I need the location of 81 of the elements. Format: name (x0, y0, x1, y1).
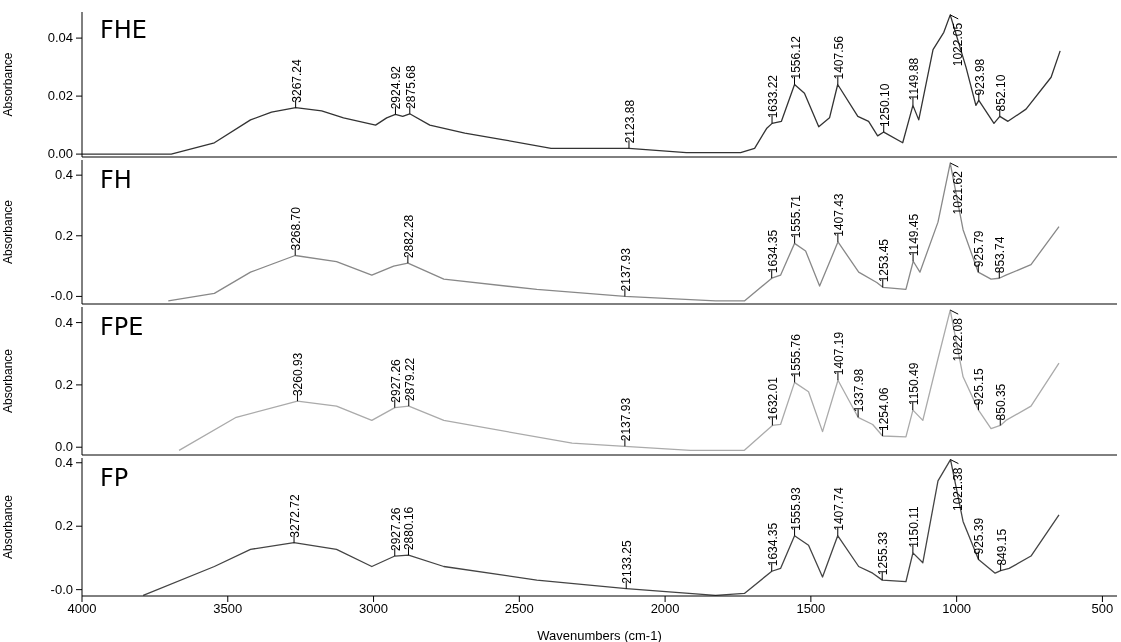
x-tick-label: 2000 (650, 601, 680, 617)
annotation: 1150.11 (906, 505, 921, 548)
annotation: 849.15 (994, 528, 1009, 566)
line-series (178, 309, 1060, 451)
annotation: 1407.56 (831, 35, 846, 80)
x-tick-label: 3500 (213, 601, 243, 617)
annotation: 1555.71 (788, 194, 803, 239)
x-tick-label: 500 (1091, 601, 1114, 617)
y-tick-label: 0.2 (54, 227, 73, 243)
annotation: 2927.26 (388, 507, 403, 552)
y-tick-label: 0.2 (54, 376, 73, 392)
annotation: 1632.01 (766, 376, 781, 421)
y-tick-label: 0.2 (54, 518, 73, 534)
annotation: 1634.35 (765, 229, 780, 274)
annotation: 1337.98 (852, 368, 867, 413)
y-tick-label: -0.0 (50, 288, 73, 304)
annotation: 1255.33 (876, 531, 891, 576)
y-tick-label: -0.0 (50, 581, 73, 597)
annotation: 2133.25 (620, 540, 635, 584)
y-tick-label: 0.0 (54, 439, 73, 455)
annotation: 2927.26 (388, 358, 403, 403)
annotation: 2137.93 (618, 247, 633, 292)
annotation: 850.35 (994, 383, 1009, 421)
annotation: 925.79 (972, 230, 987, 268)
y-tick-label: 0.00 (47, 146, 73, 162)
annotation: 1407.74 (831, 487, 846, 531)
annotation: 2880.16 (402, 506, 417, 551)
chart-title: FH (100, 166, 132, 194)
x-tick-label: 3000 (359, 601, 389, 617)
y-tick-label: 0.04 (47, 30, 73, 46)
annotation: 925.15 (972, 368, 987, 406)
y-tick-label: 0.02 (47, 88, 73, 104)
annotation: 2882.28 (401, 214, 416, 259)
annotation: 3268.70 (289, 206, 304, 251)
annotation: 3260.93 (291, 352, 306, 397)
y-axis-title: Absorbance (1, 52, 16, 117)
annotation: 2875.68 (403, 65, 418, 109)
annotation: 923.98 (972, 58, 987, 96)
y-axis-title: Absorbance (1, 348, 16, 414)
annotation: 925.39 (972, 517, 987, 555)
chart-title: FHE (100, 16, 148, 44)
annotation: 1150.49 (906, 362, 921, 406)
annotation: 2879.22 (402, 357, 417, 402)
annotation: 1407.19 (831, 331, 846, 376)
chart-title: FPE (100, 313, 144, 341)
line-series (142, 458, 1060, 596)
annotation: 1022.05 (951, 22, 966, 67)
line-series (167, 162, 1060, 302)
x-tick-label: 1000 (942, 601, 972, 617)
annotation: 3267.24 (289, 59, 304, 103)
annotation: 1021.38 (951, 467, 966, 511)
chart-title: FP (100, 464, 129, 492)
annotation: 1253.45 (876, 238, 891, 283)
annotation: 2123.88 (622, 99, 637, 144)
annotation: 1634.35 (765, 522, 780, 567)
annotation: 1556.12 (788, 35, 803, 80)
annotation: 1250.10 (877, 83, 892, 128)
annotation: 852.10 (993, 74, 1008, 112)
annotation: 1149.45 (907, 213, 922, 257)
annotation: 853.74 (993, 236, 1008, 274)
annotation: 2924.92 (389, 65, 404, 110)
x-tick-label: 1500 (796, 601, 826, 617)
line-series (82, 14, 1061, 155)
annotation: 1149.88 (906, 57, 921, 101)
annotation: 1022.08 (951, 317, 966, 362)
y-axis-title: Absorbance (1, 199, 16, 265)
y-tick-label: 0.4 (54, 167, 73, 183)
annotation: 1555.76 (788, 333, 803, 378)
annotation: 1555.93 (788, 487, 803, 531)
annotation: 1407.43 (831, 193, 846, 237)
x-tick-label: 2500 (504, 601, 534, 617)
y-tick-label: 0.4 (54, 454, 73, 470)
annotation: 1254.06 (876, 387, 891, 431)
x-axis-title: Wavenumbers (cm-1) (537, 628, 662, 642)
annotation: 1633.22 (766, 74, 781, 119)
annotation: 2137.93 (618, 397, 633, 442)
annotation: 1021.62 (951, 170, 966, 215)
y-tick-label: 0.4 (54, 314, 73, 330)
x-tick-label: 4000 (67, 601, 97, 617)
annotation: 3272.72 (288, 494, 303, 538)
y-axis-title: Absorbance (1, 494, 16, 560)
